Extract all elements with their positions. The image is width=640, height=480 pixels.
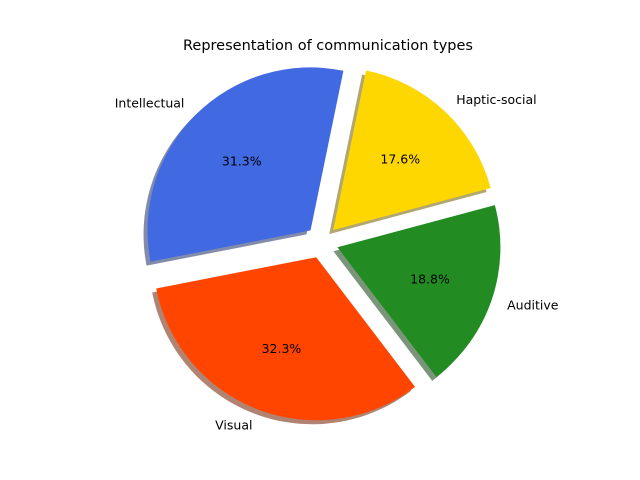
chart-title: Representation of communication types (183, 38, 473, 54)
slice-auditive (337, 205, 501, 377)
slice-labels: Haptic-social 17.6% Intellectual 31.3% Visua… (115, 92, 559, 432)
category-label-auditive: Auditive (507, 298, 559, 313)
category-label-visual: Visual (215, 417, 252, 432)
category-label-haptic-social: Haptic-social (456, 92, 536, 107)
value-label-visual: 32.3% (262, 341, 302, 356)
slice-intellectual (147, 67, 344, 262)
value-label-intellectual: 31.3% (222, 153, 262, 168)
slice-visual (156, 257, 416, 421)
value-label-auditive: 18.8% (410, 271, 450, 286)
value-label-haptic-social: 17.6% (380, 151, 420, 166)
slices (147, 67, 501, 421)
slice-haptic-social (333, 70, 491, 231)
category-label-intellectual: Intellectual (115, 95, 185, 110)
